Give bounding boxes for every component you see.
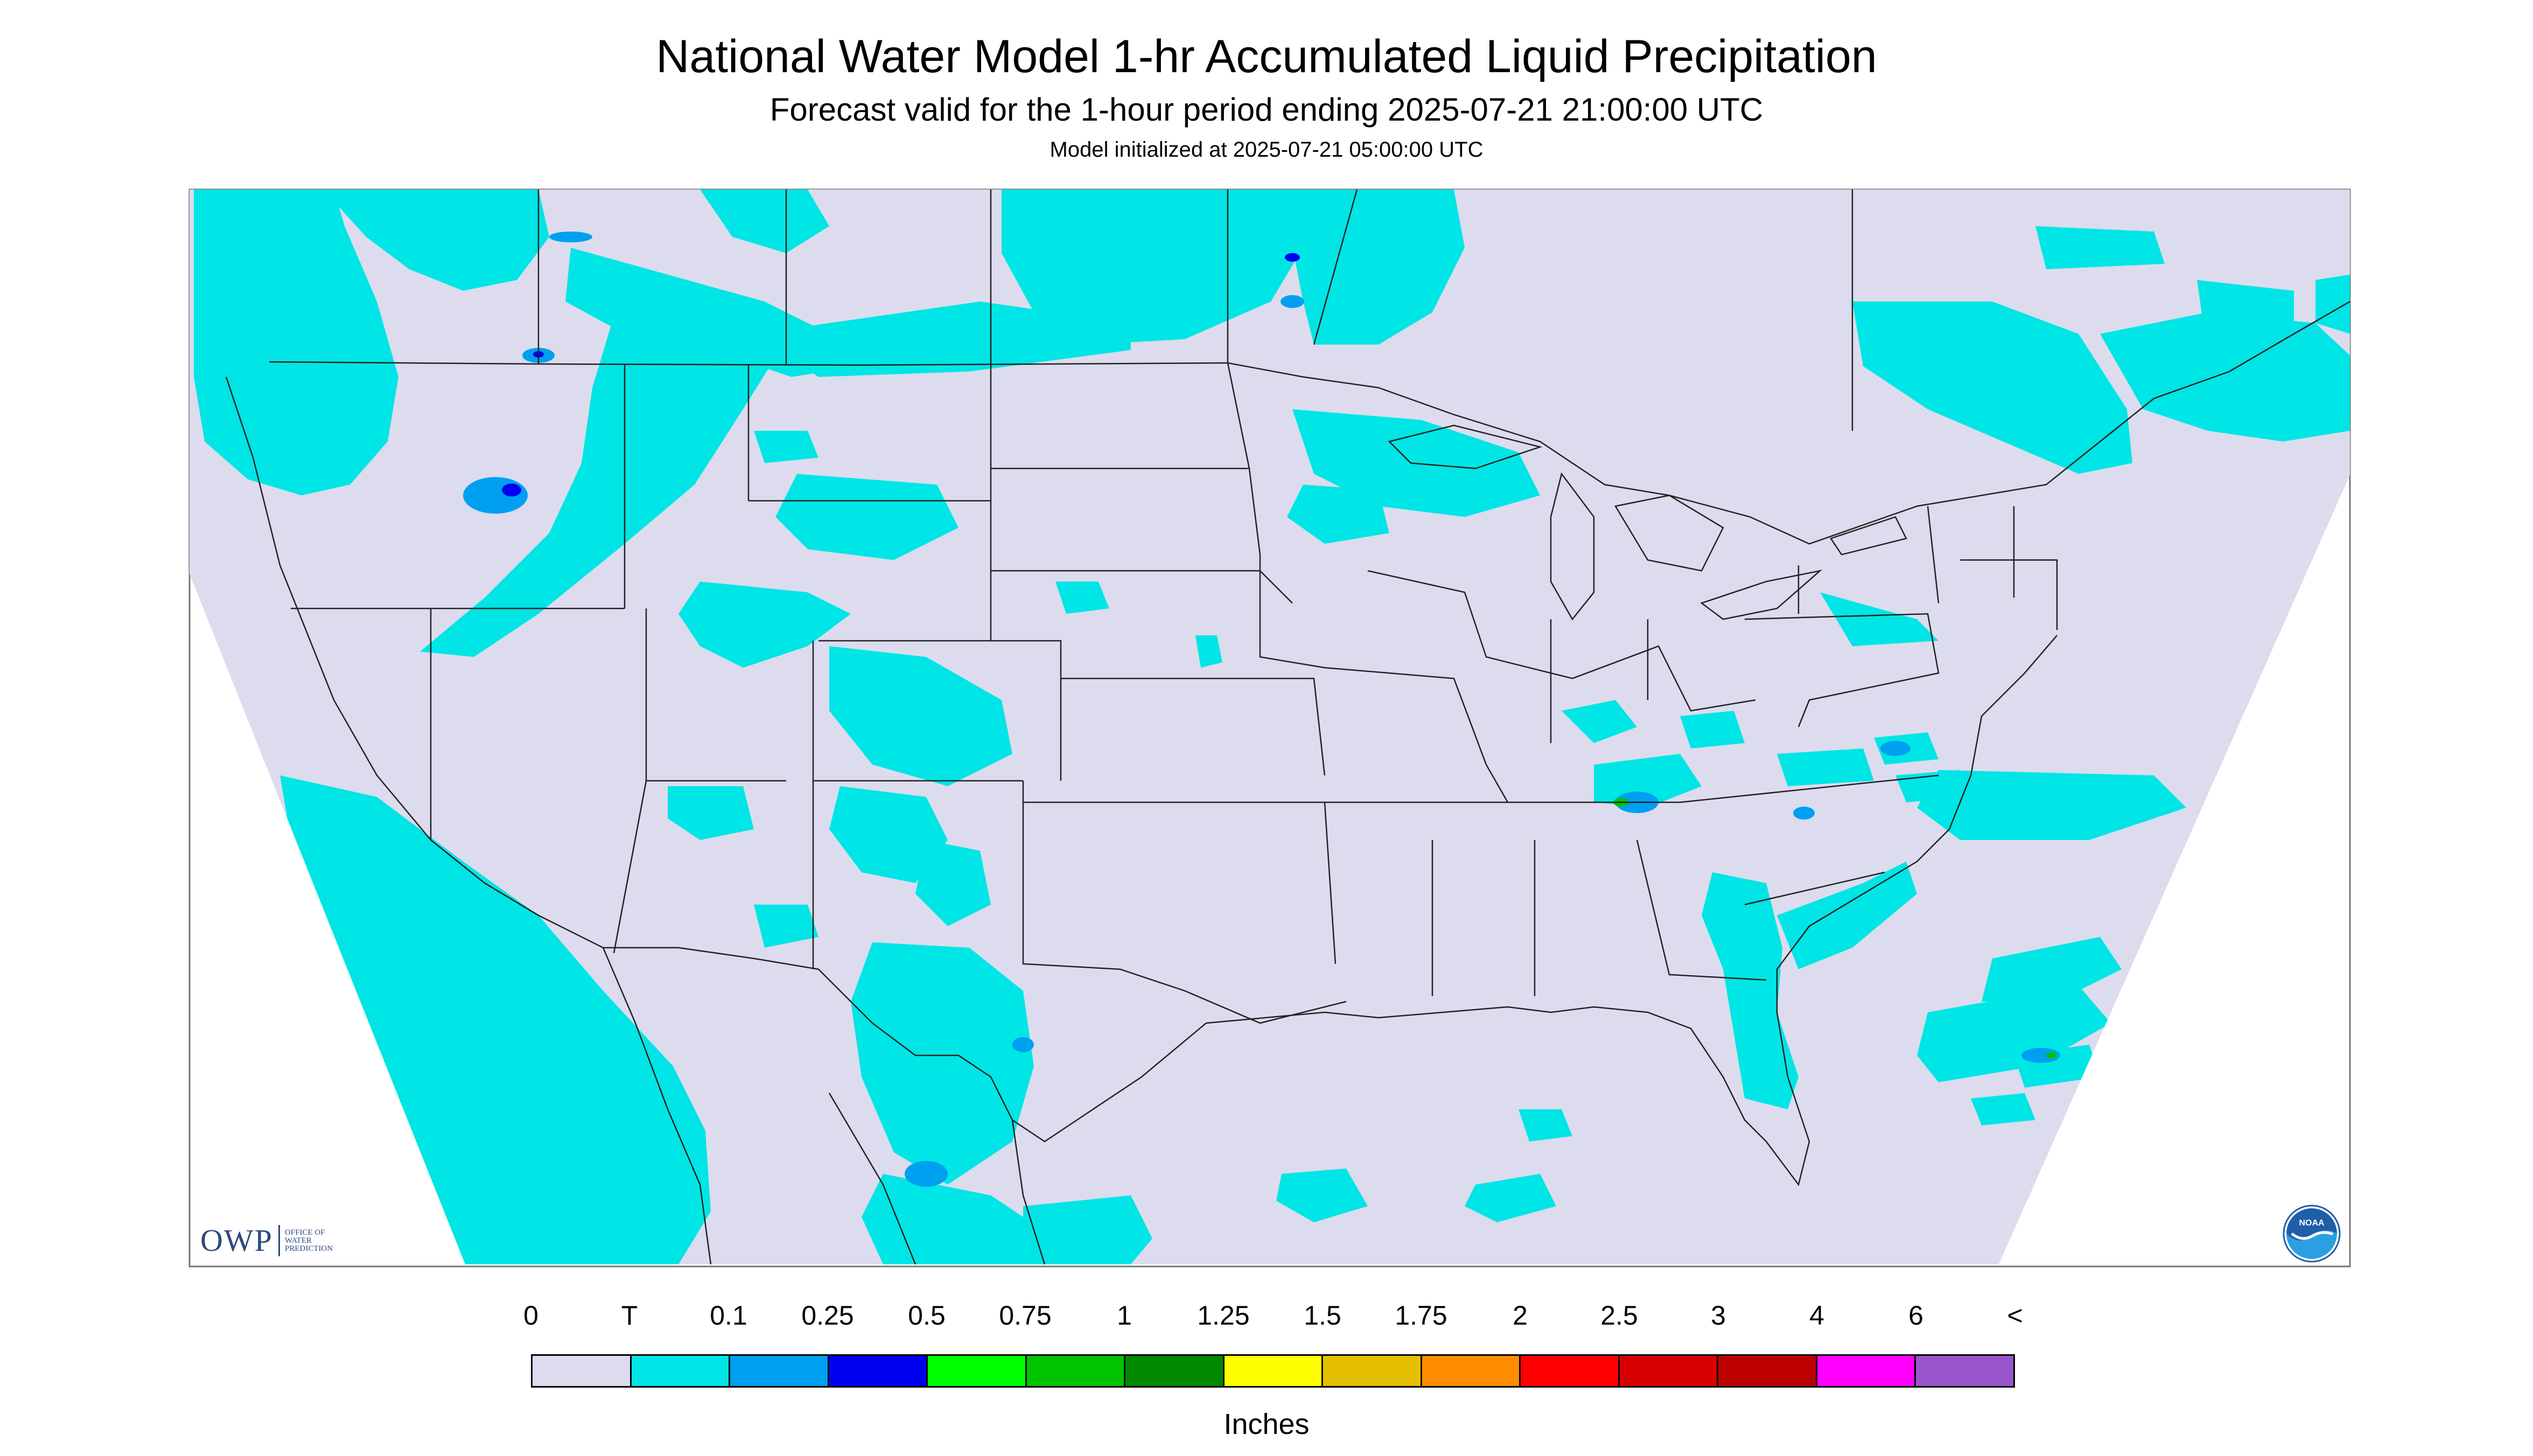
legend-label: 2 (1513, 1300, 1528, 1331)
legend-label: 1.5 (1304, 1300, 1341, 1331)
owp-logo-line: OFFICE OF (284, 1228, 325, 1237)
noaa-logo-icon: NOAA (2283, 1205, 2341, 1263)
noaa-logo-text: NOAA (2299, 1219, 2325, 1228)
legend-label: 2.5 (1600, 1300, 1638, 1331)
legend-label: 1 (1117, 1300, 1132, 1331)
legend-label: 0.75 (999, 1300, 1052, 1331)
legend-swatch (1718, 1356, 1817, 1386)
legend-swatch (1422, 1356, 1521, 1386)
legend-label: 6 (1908, 1300, 1923, 1331)
boundary-lines (225, 189, 2350, 1265)
legend-color-bar (531, 1354, 2015, 1388)
legend-label: 0.5 (908, 1300, 946, 1331)
legend-label: 0.1 (710, 1300, 747, 1331)
map-title: National Water Model 1-hr Accumulated Li… (656, 31, 1877, 82)
owp-logo-line: PREDICTION (284, 1244, 333, 1253)
legend-swatch (533, 1356, 632, 1386)
model-domain (190, 190, 2350, 1264)
legend-swatch (1619, 1356, 1719, 1386)
legend-swatch (1224, 1356, 1324, 1386)
legend-label: 1.25 (1197, 1300, 1250, 1331)
legend-labels: 0 T 0.1 0.25 0.5 0.75 1 1.25 1.5 1.75 2 … (0, 1302, 2533, 1334)
legend-swatch (1323, 1356, 1422, 1386)
owp-logo-text: OFFICE OF WATER PREDICTION (280, 1228, 333, 1253)
legend-swatch (1026, 1356, 1126, 1386)
owp-logo-line: WATER (284, 1236, 312, 1245)
legend-swatch (730, 1356, 829, 1386)
precip-heaviest-cells (502, 253, 2057, 1059)
legend-units: Inches (1223, 1408, 1310, 1440)
legend-label: 1.75 (1395, 1300, 1447, 1331)
owp-logo-mark: OWP (200, 1225, 280, 1256)
legend-swatch (631, 1356, 731, 1386)
legend-swatch (1125, 1356, 1224, 1386)
legend-label: 0.25 (801, 1300, 854, 1331)
legend-label: T (621, 1300, 638, 1331)
legend-swatch (829, 1356, 928, 1386)
owp-logo: OWP OFFICE OF WATER PREDICTION (200, 1219, 333, 1262)
legend-swatch (1817, 1356, 1916, 1386)
map-subtitle: Forecast valid for the 1-hour period end… (769, 92, 1764, 128)
legend-label: < (2007, 1300, 2023, 1331)
legend-swatch (1521, 1356, 1620, 1386)
model-init-line: Model initialized at 2025-07-21 05:00:00… (1049, 138, 1484, 162)
legend-label: 3 (1711, 1300, 1726, 1331)
legend-swatch (1916, 1356, 2013, 1386)
legend-label: 0 (523, 1300, 538, 1331)
legend-label: 4 (1809, 1300, 1824, 1331)
legend-swatch (928, 1356, 1027, 1386)
